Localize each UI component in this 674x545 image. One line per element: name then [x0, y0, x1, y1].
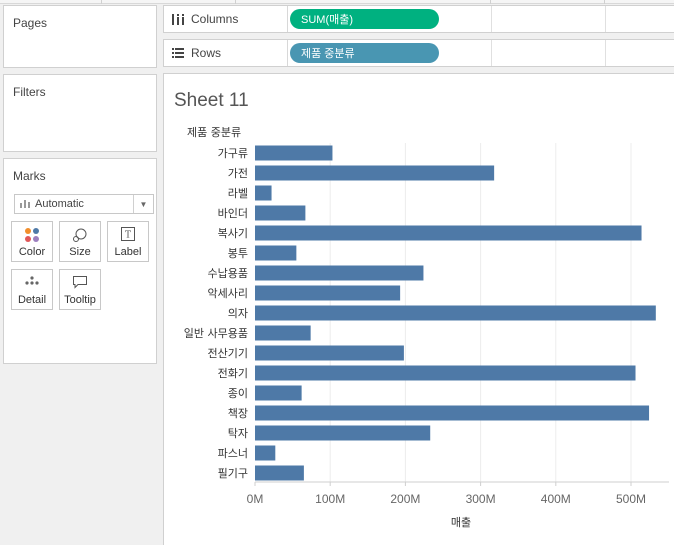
- svg-text:T: T: [125, 231, 131, 241]
- bar: [255, 185, 272, 201]
- shelf-divider: [605, 40, 606, 66]
- x-tick-label: 0M: [247, 492, 264, 506]
- category-label: 필기구: [218, 467, 248, 480]
- category-label: 수납용품: [208, 267, 248, 280]
- bar: [255, 265, 424, 281]
- x-tick-label: 400M: [541, 492, 571, 506]
- size-button[interactable]: Size: [59, 221, 101, 262]
- filters-title: Filters: [13, 85, 46, 99]
- detail-button-label: Detail: [17, 294, 47, 306]
- bar: [255, 285, 401, 301]
- color-icon: [25, 228, 39, 242]
- columns-shelf-label: Columns: [164, 6, 288, 32]
- category-label: 전산기기: [208, 347, 248, 360]
- size-button-label: Size: [69, 246, 91, 258]
- bar: [255, 165, 495, 181]
- columns-icon: [171, 13, 185, 25]
- category-label: 책장: [228, 407, 248, 420]
- bar: [255, 305, 656, 321]
- pages-title: Pages: [13, 16, 48, 30]
- bar: [255, 445, 276, 461]
- category-label: 일반 사무용품: [184, 326, 248, 340]
- category-label: 봉투: [228, 247, 248, 260]
- color-button[interactable]: Color: [11, 221, 53, 262]
- x-tick-label: 500M: [616, 492, 646, 506]
- mark-type-dropdown[interactable]: Automatic ▼: [14, 194, 154, 214]
- tooltip-icon: [73, 276, 87, 289]
- columns-shelf[interactable]: Columns SUM(매출): [163, 5, 674, 33]
- pages-card[interactable]: Pages: [3, 5, 157, 68]
- shelf-divider: [491, 6, 492, 32]
- row-header: 제품 중분류: [187, 126, 241, 139]
- category-label: 바인더: [218, 207, 248, 220]
- label-button[interactable]: T Label: [107, 221, 149, 262]
- tooltip-button[interactable]: Tooltip: [59, 269, 101, 310]
- label-button-label: Label: [114, 246, 142, 258]
- label-icon: T: [121, 227, 135, 241]
- category-label: 악세사리: [208, 287, 248, 300]
- rows-label: Rows: [191, 46, 222, 60]
- bar: [255, 325, 311, 341]
- bar: [255, 465, 304, 481]
- columns-pill[interactable]: SUM(매출): [290, 9, 439, 29]
- bar: [255, 365, 636, 381]
- size-icon: [73, 228, 87, 242]
- tooltip-button-label: Tooltip: [64, 294, 96, 306]
- category-label: 전화기: [218, 367, 248, 380]
- category-label: 복사기: [218, 227, 248, 240]
- bar: [255, 385, 302, 401]
- bar: [255, 425, 431, 441]
- caret-down-icon[interactable]: ▼: [133, 195, 153, 213]
- category-label: 탁자: [228, 427, 248, 440]
- category-label: 종이: [228, 387, 248, 400]
- bar: [255, 345, 404, 361]
- category-label: 파스너: [218, 447, 248, 460]
- mark-type-value: Automatic: [35, 198, 84, 210]
- x-axis-title: 매출: [451, 516, 471, 529]
- marks-card: Marks Automatic ▼ Color Size T Label Det…: [3, 158, 157, 364]
- top-strip: [0, 0, 674, 4]
- bar: [255, 225, 642, 241]
- category-label: 의자: [228, 307, 248, 320]
- filters-card[interactable]: Filters: [3, 74, 157, 152]
- bar-chart-icon: [15, 199, 35, 210]
- rows-pill[interactable]: 제품 중분류: [290, 43, 439, 63]
- bar: [255, 405, 650, 421]
- category-label: 가구류: [218, 147, 248, 160]
- rows-icon: [171, 48, 185, 58]
- category-label: 가전: [228, 167, 248, 180]
- x-tick-label: 100M: [315, 492, 345, 506]
- shelf-divider: [605, 6, 606, 32]
- rows-shelf-label: Rows: [164, 40, 288, 66]
- detail-button[interactable]: Detail: [11, 269, 53, 310]
- bar: [255, 205, 306, 221]
- category-label: 라벨: [228, 187, 248, 200]
- bar: [255, 245, 297, 261]
- x-tick-label: 200M: [390, 492, 420, 506]
- marks-title: Marks: [13, 169, 46, 183]
- shelf-divider: [491, 40, 492, 66]
- x-tick-label: 300M: [466, 492, 496, 506]
- columns-label: Columns: [191, 12, 239, 26]
- rows-shelf[interactable]: Rows 제품 중분류: [163, 39, 674, 67]
- color-button-label: Color: [18, 246, 46, 258]
- detail-icon: [25, 276, 39, 285]
- sheet-title: Sheet 11: [174, 90, 249, 111]
- bar: [255, 145, 333, 161]
